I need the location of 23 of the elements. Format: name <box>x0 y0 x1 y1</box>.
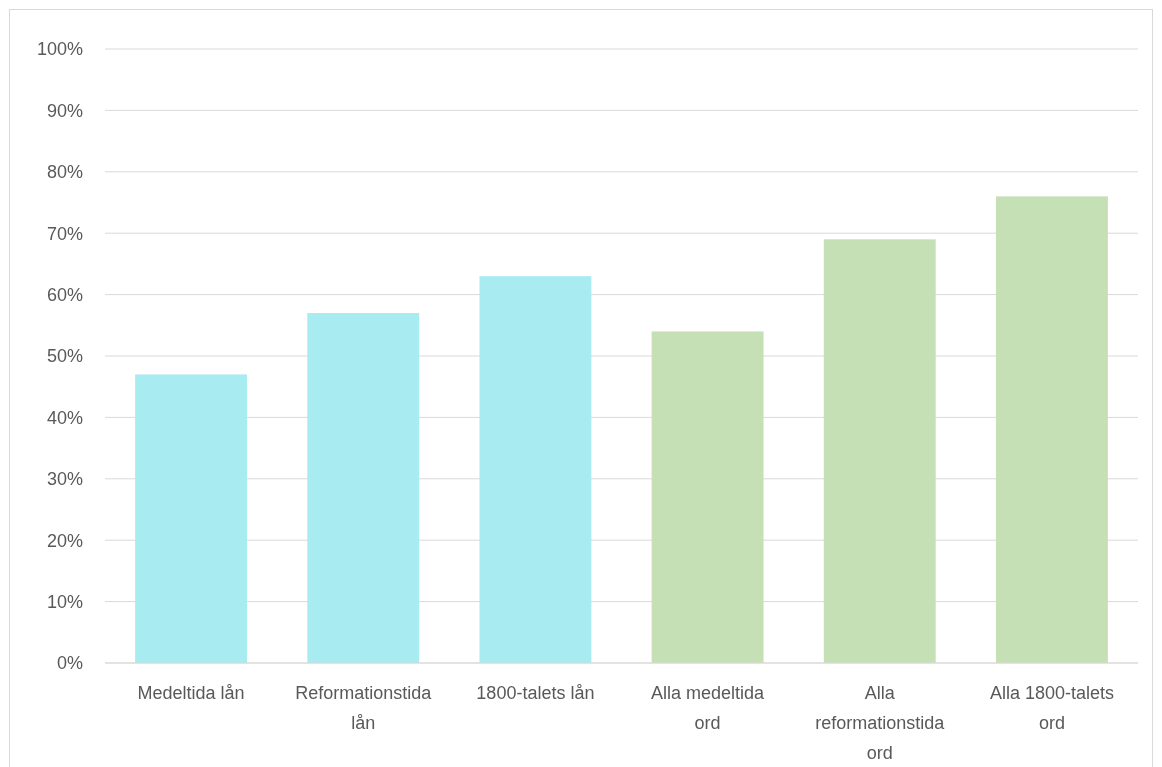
x-tick-label: Medeltida lån <box>137 683 245 703</box>
y-tick-label: 80% <box>46 162 83 183</box>
y-tick-label: 100% <box>36 39 83 60</box>
y-tick-label: 0% <box>56 653 83 674</box>
y-tick-label: 90% <box>46 100 83 121</box>
x-tick-label: Alla 1800-talets ord <box>989 683 1114 733</box>
x-tick-label: 1800-talets lån <box>476 683 595 703</box>
bar <box>307 313 420 663</box>
bar <box>823 239 936 663</box>
x-tick-label: Alla reformationstida ord <box>815 683 946 763</box>
bar <box>135 374 248 663</box>
x-tick-label: Alla medeltida ord <box>651 683 766 733</box>
y-tick-label: 50% <box>46 346 83 367</box>
y-tick-label: 30% <box>46 469 83 490</box>
bar <box>651 331 764 663</box>
bar <box>995 196 1108 663</box>
y-tick-label: 10% <box>46 591 83 612</box>
x-tick-label: Reformationstida lån <box>295 683 433 733</box>
y-tick-label: 40% <box>46 407 83 428</box>
y-tick-label: 20% <box>46 530 83 551</box>
bar <box>479 276 592 663</box>
y-tick-label: 70% <box>46 223 83 244</box>
y-tick-label: 60% <box>46 284 83 305</box>
